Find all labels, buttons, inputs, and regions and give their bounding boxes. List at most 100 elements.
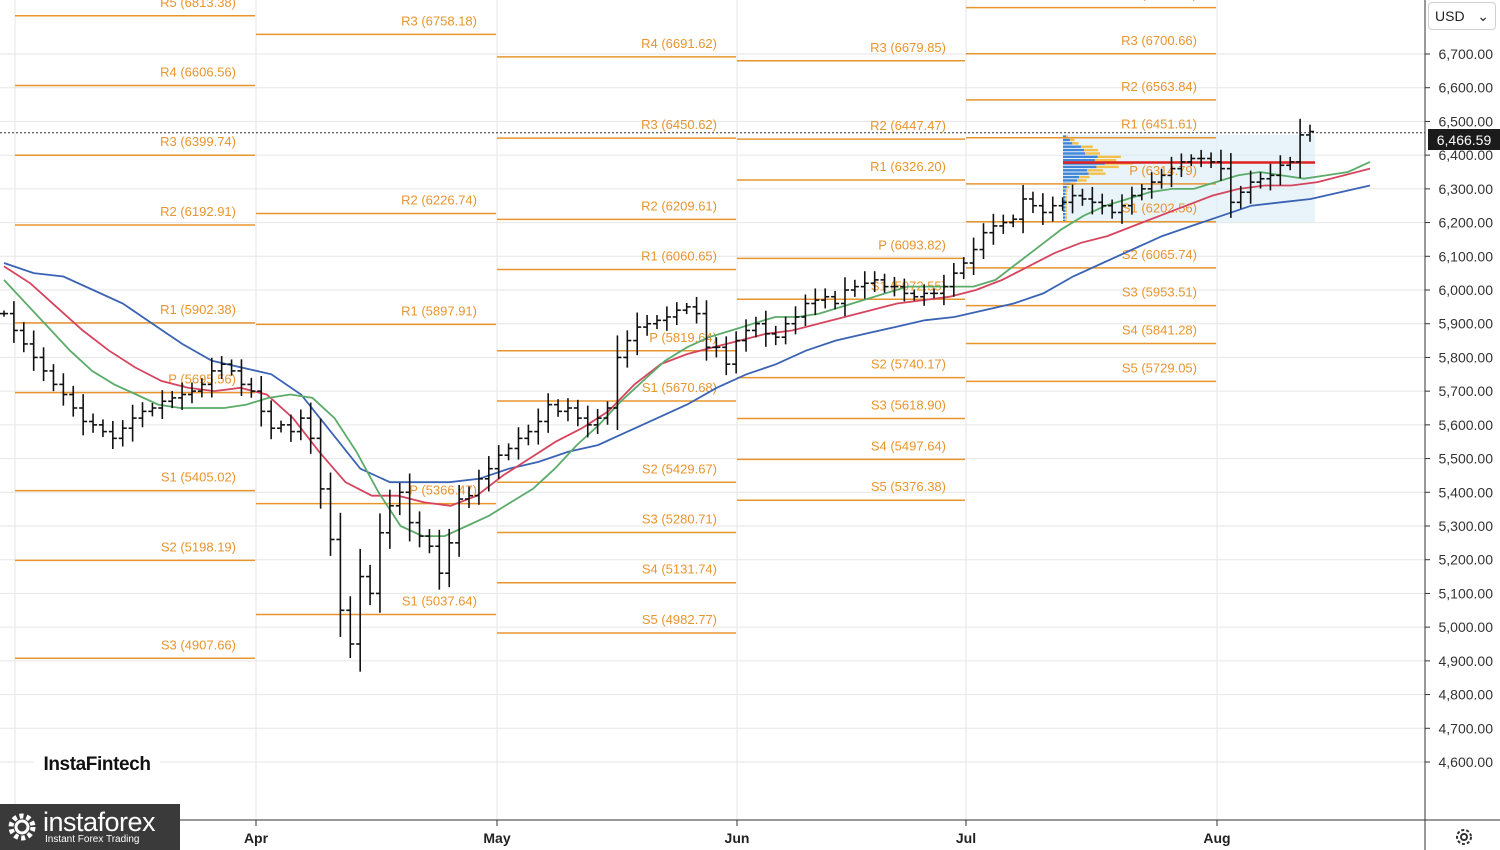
volume-profile-bar	[1065, 209, 1067, 212]
volume-profile-bar	[1063, 159, 1095, 162]
gear-logo-icon	[8, 813, 36, 841]
x-tick-label: May	[483, 830, 510, 846]
y-tick-label: 5,400.00	[1439, 484, 1494, 500]
y-tick-label: 5,600.00	[1439, 417, 1494, 433]
volume-profile-bar	[1097, 155, 1121, 159]
volume-profile-bar	[1088, 172, 1106, 175]
volume-profile-bar	[1096, 165, 1119, 169]
volume-profile-bar	[1063, 175, 1079, 179]
pivot-label: S2 (6065.74)	[1122, 247, 1197, 262]
instafintech-label: InstaFintech	[34, 735, 160, 795]
y-tick-label: 6,000.00	[1439, 282, 1494, 298]
y-tick-label: 6,600.00	[1439, 80, 1494, 96]
chevron-down-icon: ⌄	[1477, 7, 1489, 24]
volume-profile-bar	[1063, 155, 1098, 159]
x-tick-label: Jul	[956, 830, 976, 846]
pivot-label: S5 (5376.38)	[871, 479, 946, 494]
volume-profile-bar	[1065, 189, 1068, 192]
volume-profile-bar	[1063, 165, 1097, 169]
pivot-label: S5 (4982.77)	[642, 612, 717, 627]
x-tick-label: Aug	[1203, 830, 1230, 846]
x-tick-label: Jun	[725, 830, 750, 846]
volume-profile-bar	[1080, 145, 1093, 148]
volume-profile-bar	[1086, 169, 1103, 172]
pivot-label: S2 (5429.67)	[642, 461, 717, 476]
pivot-label: S2 (5740.17)	[871, 357, 946, 372]
pivot-label: S4 (5497.64)	[871, 438, 946, 453]
volume-profile-bar	[1063, 219, 1066, 223]
volume-profile-bar	[1065, 196, 1067, 199]
settings-icon[interactable]	[1452, 826, 1476, 848]
volume-profile-bar	[1094, 159, 1117, 162]
y-tick-label: 6,300.00	[1439, 181, 1494, 197]
volume-profile-bar	[1063, 209, 1066, 212]
volume-profile-bar	[1065, 199, 1067, 202]
instaforex-logo: instaforex Instant Forex Trading	[0, 804, 180, 850]
y-tick-label: 4,800.00	[1439, 687, 1494, 703]
pivot-label: R3 (6758.18)	[401, 13, 477, 28]
volume-profile-bar	[1085, 152, 1101, 155]
volume-profile-bar	[1063, 185, 1067, 189]
volume-profile-bar	[1065, 212, 1067, 216]
volume-profile-bar	[1078, 175, 1090, 179]
pivot-label: R2 (6192.91)	[160, 204, 236, 219]
currency-select[interactable]: USD ⌄	[1428, 2, 1496, 30]
volume-profile-bar	[1069, 138, 1075, 142]
volume-profile-bar	[1063, 135, 1067, 138]
volume-profile-bar	[1063, 199, 1066, 202]
pivot-label: R2 (6447.47)	[870, 118, 946, 133]
currency-label: USD	[1435, 8, 1465, 24]
pivot-label: S4 (5841.28)	[1122, 323, 1197, 338]
pivot-levels: R5 (6813.38) R4 (6606.56) R3 (6399.74) R2 (…	[15, 0, 1216, 660]
y-tick-label: 4,700.00	[1439, 720, 1494, 736]
volume-profile-bar	[1063, 216, 1066, 219]
pivot-label: R2 (6563.84)	[1121, 79, 1197, 94]
y-tick-label: 5,500.00	[1439, 451, 1494, 467]
x-tick-label: Apr	[244, 830, 269, 846]
y-tick-label: 6,200.00	[1439, 215, 1494, 231]
pivot-label: R4 (6691.62)	[641, 36, 717, 51]
pivot-label: S1 (5670.68)	[642, 380, 717, 395]
logo-tagline: Instant Forex Trading	[45, 834, 140, 845]
pivot-label: S5 (5729.05)	[1122, 360, 1197, 375]
volume-profile-bar	[1063, 152, 1086, 155]
pivot-label: R3 (6700.66)	[1121, 33, 1197, 48]
y-tick-label: 5,900.00	[1439, 316, 1494, 332]
volume-profile-bar	[1063, 189, 1066, 192]
value-area-zone	[1063, 134, 1315, 223]
volume-profile-bar	[1063, 138, 1070, 142]
pivot-label: R4 (6606.56)	[160, 65, 236, 80]
volume-profile-bar	[1063, 145, 1081, 148]
y-tick-label: 6,100.00	[1439, 248, 1494, 264]
volume-profile-bar	[1077, 179, 1087, 182]
y-tick-label: 6,400.00	[1439, 147, 1494, 163]
volume-profile-bar	[1065, 216, 1067, 219]
pivot-label: R3 (6679.85)	[870, 40, 946, 55]
pivot-label: S3 (5280.71)	[642, 512, 717, 527]
pivot-label: S1 (5405.02)	[161, 470, 236, 485]
volume-profile-bar	[1063, 202, 1066, 206]
logo-name: instaforex	[43, 807, 156, 837]
pivot-label: P (6314.79)	[1129, 163, 1197, 178]
pivot-label: P (6093.82)	[878, 237, 946, 252]
volume-profile-bar	[1072, 142, 1079, 145]
pivot-label: R1 (6326.20)	[870, 159, 946, 174]
y-tick-label: 6,500.00	[1439, 113, 1494, 129]
pivot-label: S2 (5198.19)	[161, 539, 236, 554]
y-tick-label: 5,000.00	[1439, 619, 1494, 635]
pivot-label: R3 (6450.62)	[641, 117, 717, 132]
y-tick-label: 4,600.00	[1439, 754, 1494, 770]
volume-profile-bar	[1065, 219, 1067, 223]
pivot-label: R3 (6399.74)	[160, 134, 236, 149]
price-bars	[0, 118, 1314, 672]
pivot-label: S1 (6202.56)	[1122, 201, 1197, 216]
y-tick-label: 5,300.00	[1439, 518, 1494, 534]
pivot-label: S3 (5618.90)	[871, 397, 946, 412]
volume-profile-bar	[1063, 142, 1073, 145]
pivot-label: R4 (6837.48)	[1121, 0, 1197, 2]
volume-profile	[1063, 134, 1315, 223]
volume-profile-bar	[1063, 148, 1085, 152]
volume-profile-bar	[1063, 196, 1066, 199]
